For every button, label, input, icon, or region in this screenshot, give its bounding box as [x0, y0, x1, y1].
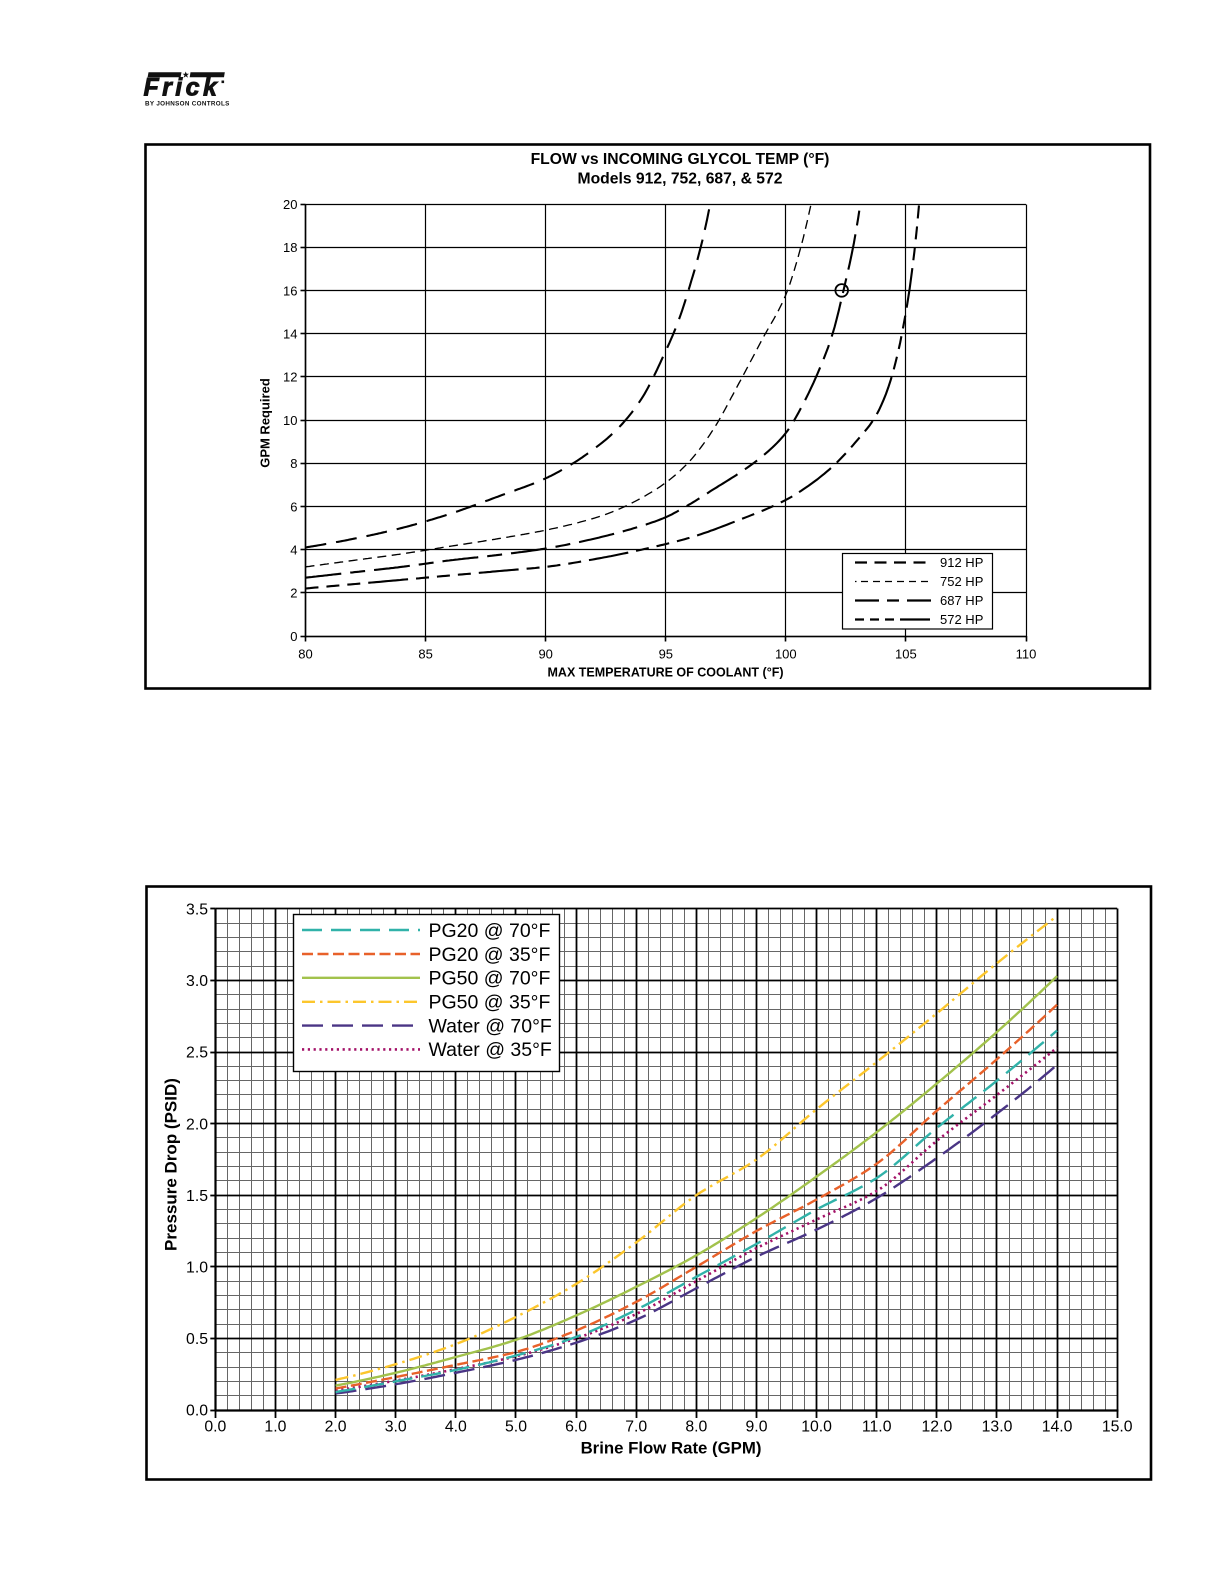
- svg-text:2.5: 2.5: [186, 1045, 208, 1062]
- svg-text:8: 8: [290, 456, 297, 471]
- svg-text:Brine Flow Rate (GPM): Brine Flow Rate (GPM): [581, 1439, 762, 1458]
- svg-text:3.0: 3.0: [385, 1419, 407, 1436]
- svg-text:2: 2: [290, 586, 297, 601]
- svg-text:PG50 @ 70°F: PG50 @ 70°F: [429, 968, 551, 990]
- svg-text:80: 80: [298, 647, 312, 662]
- svg-text:GPM Required: GPM Required: [258, 378, 273, 468]
- svg-text:PG20 @ 70°F: PG20 @ 70°F: [429, 920, 551, 942]
- svg-text:1.0: 1.0: [264, 1419, 286, 1436]
- svg-text:687 HP: 687 HP: [940, 593, 983, 608]
- svg-text:13.0: 13.0: [982, 1419, 1013, 1436]
- svg-text:752 HP: 752 HP: [940, 574, 983, 589]
- svg-text:912 HP: 912 HP: [940, 555, 983, 570]
- svg-text:14: 14: [283, 327, 297, 342]
- svg-text:0.5: 0.5: [186, 1331, 208, 1348]
- svg-text:6.0: 6.0: [565, 1419, 587, 1436]
- svg-text:Pressure Drop (PSID): Pressure Drop (PSID): [162, 1078, 181, 1251]
- svg-text:11.0: 11.0: [862, 1419, 892, 1436]
- svg-text:4: 4: [290, 543, 297, 558]
- svg-text:Frick: Frick: [144, 74, 221, 102]
- svg-text:12: 12: [283, 370, 297, 385]
- svg-text:110: 110: [1016, 647, 1037, 662]
- svg-text:85: 85: [418, 647, 432, 662]
- svg-text:95: 95: [659, 647, 673, 662]
- svg-text:FLOW vs INCOMING GLYCOL TEMP (: FLOW vs INCOMING GLYCOL TEMP (°F): [531, 151, 830, 168]
- svg-text:Water @ 70°F: Water @ 70°F: [429, 1015, 552, 1037]
- svg-text:Water @ 35°F: Water @ 35°F: [429, 1039, 552, 1061]
- svg-text:3.0: 3.0: [186, 973, 208, 990]
- svg-text:18: 18: [283, 240, 297, 255]
- svg-text:572 HP: 572 HP: [940, 612, 983, 627]
- svg-text:6: 6: [290, 499, 297, 514]
- svg-text:20: 20: [283, 197, 297, 212]
- svg-text:2.0: 2.0: [325, 1419, 347, 1436]
- svg-text:PG20 @ 35°F: PG20 @ 35°F: [429, 944, 551, 966]
- svg-text:Models 912, 752, 687, & 572: Models 912, 752, 687, & 572: [578, 171, 783, 188]
- svg-text:3.5: 3.5: [186, 902, 208, 919]
- svg-text:16: 16: [283, 283, 297, 298]
- svg-text:9.0: 9.0: [746, 1419, 768, 1436]
- svg-text:MAX TEMPERATURE OF COOLANT (°F: MAX TEMPERATURE OF COOLANT (°F): [548, 666, 784, 680]
- svg-text:10: 10: [283, 413, 297, 428]
- svg-text:0.0: 0.0: [204, 1419, 226, 1436]
- svg-text:90: 90: [538, 647, 552, 662]
- svg-text:5.0: 5.0: [505, 1419, 527, 1436]
- svg-text:1.5: 1.5: [186, 1188, 208, 1205]
- svg-text:10.0: 10.0: [801, 1419, 832, 1436]
- svg-text:8.0: 8.0: [685, 1419, 707, 1436]
- svg-text:2.0: 2.0: [186, 1116, 208, 1133]
- svg-text:BY JOHNSON CONTROLS: BY JOHNSON CONTROLS: [145, 101, 230, 108]
- svg-text:0: 0: [290, 629, 297, 644]
- svg-text:4.0: 4.0: [445, 1419, 467, 1436]
- svg-text:PG50 @ 35°F: PG50 @ 35°F: [429, 992, 551, 1014]
- svg-text:14.0: 14.0: [1042, 1419, 1073, 1436]
- svg-text:0.0: 0.0: [186, 1403, 208, 1420]
- svg-text:100: 100: [775, 647, 797, 662]
- svg-text:15.0: 15.0: [1102, 1419, 1133, 1436]
- svg-text:105: 105: [895, 647, 917, 662]
- svg-text:1.0: 1.0: [186, 1260, 208, 1277]
- svg-text:12.0: 12.0: [922, 1419, 953, 1436]
- svg-text:7.0: 7.0: [625, 1419, 647, 1436]
